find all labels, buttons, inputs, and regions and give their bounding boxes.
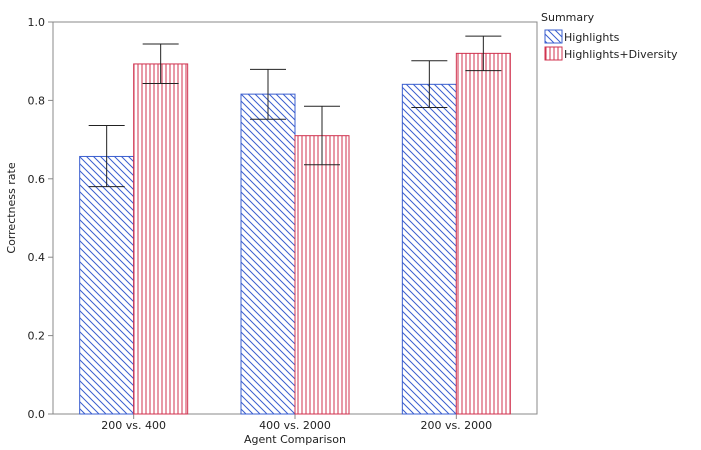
x-tick-label: 200 vs. 2000 <box>420 419 492 432</box>
legend-swatch-highlights <box>544 29 563 44</box>
error-bars <box>88 35 502 188</box>
x-tick-label: 400 vs. 2000 <box>259 419 331 432</box>
legend-swatch-highlights-diversity <box>544 46 563 61</box>
legend-label-highlights: Highlights <box>564 31 620 44</box>
bar-highlights-diversity-1 <box>133 63 189 415</box>
bar-highlights-diversity-3 <box>455 52 511 415</box>
x-tick-label: 200 vs. 400 <box>101 419 166 432</box>
bar-highlights-3 <box>401 83 457 415</box>
legend-label-highlights-diversity: Highlights+Diversity <box>564 48 678 61</box>
x-axis: 200 vs. 400 400 vs. 2000 200 vs. 2000 <box>101 414 492 432</box>
bar-highlights-diversity-2 <box>294 135 350 415</box>
y-tick-label: 0.2 <box>28 330 46 343</box>
legend-title: Summary <box>541 11 595 24</box>
legend: Summary Highlights Highlights+Diversity <box>541 11 678 61</box>
y-tick-label: 0.8 <box>28 94 46 107</box>
bar-highlights-1 <box>79 155 135 415</box>
y-tick-label: 0.4 <box>28 251 46 264</box>
y-axis: 0.0 0.2 0.4 0.6 0.8 1.0 <box>28 16 53 421</box>
y-tick-label: 0.6 <box>28 173 46 186</box>
x-axis-label: Agent Comparison <box>244 433 346 446</box>
bar-highlights-2 <box>240 93 296 415</box>
y-axis-label: Correctness rate <box>5 162 18 253</box>
y-tick-label: 0.0 <box>28 408 46 421</box>
y-tick-label: 1.0 <box>28 16 46 29</box>
